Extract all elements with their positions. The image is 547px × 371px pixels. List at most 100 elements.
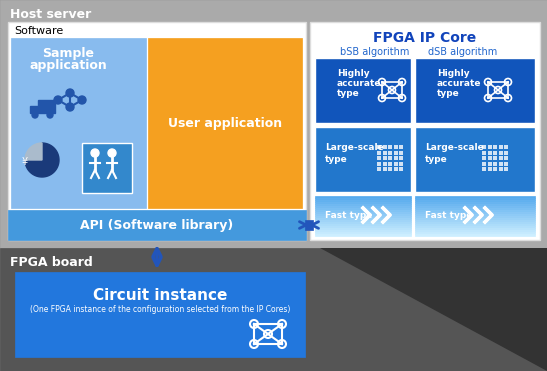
Bar	[415, 127, 535, 192]
Bar	[377, 167, 381, 171]
Bar	[415, 226, 535, 228]
Bar	[388, 151, 392, 154]
Bar	[388, 161, 392, 165]
Bar	[377, 161, 381, 165]
Bar	[399, 167, 403, 171]
Bar	[487, 151, 492, 154]
Bar	[504, 151, 508, 154]
Text: Sample: Sample	[42, 46, 94, 59]
Bar	[315, 200, 411, 202]
Text: API (Software library): API (Software library)	[80, 219, 234, 232]
Bar	[377, 145, 381, 149]
Bar	[11, 38, 146, 208]
Bar	[315, 127, 411, 192]
Text: ¥: ¥	[22, 157, 28, 167]
Bar	[415, 204, 535, 206]
Bar	[315, 208, 411, 210]
Bar	[498, 145, 503, 149]
Bar	[399, 151, 403, 154]
Bar	[399, 161, 403, 165]
Polygon shape	[25, 143, 59, 177]
Bar	[377, 151, 381, 154]
Bar	[493, 167, 497, 171]
Bar	[498, 161, 503, 165]
Text: dSB algorithm: dSB algorithm	[428, 47, 498, 57]
Bar	[393, 145, 398, 149]
Bar	[315, 216, 411, 218]
Bar	[315, 212, 411, 214]
Bar	[493, 156, 497, 160]
Bar	[415, 222, 535, 224]
Bar	[315, 234, 411, 236]
Bar	[493, 161, 497, 165]
Text: Circuit instance: Circuit instance	[93, 288, 227, 302]
Bar	[315, 204, 411, 206]
Circle shape	[66, 89, 74, 97]
Bar	[315, 222, 411, 224]
Bar	[415, 58, 535, 123]
Circle shape	[91, 149, 99, 157]
Bar	[498, 151, 503, 154]
Text: (One FPGA instance of the configuration selected from the IP Cores): (One FPGA instance of the configuration …	[30, 305, 290, 315]
Bar	[399, 145, 403, 149]
Bar	[415, 200, 535, 202]
Bar	[315, 232, 411, 234]
Bar	[415, 220, 535, 222]
Bar	[482, 151, 486, 154]
Text: application: application	[29, 59, 107, 72]
Bar	[487, 161, 492, 165]
Bar	[415, 202, 535, 204]
Bar	[493, 145, 497, 149]
Bar	[315, 218, 411, 220]
Text: bSB algorithm: bSB algorithm	[340, 47, 410, 57]
Bar	[382, 145, 387, 149]
Bar	[482, 145, 486, 149]
Circle shape	[32, 112, 38, 118]
Polygon shape	[320, 248, 547, 371]
Bar	[393, 156, 398, 160]
Bar	[315, 58, 411, 123]
Text: Highly: Highly	[337, 69, 370, 78]
Bar	[415, 234, 535, 236]
Bar	[415, 228, 535, 230]
Text: Host server: Host server	[10, 7, 91, 20]
Bar	[315, 206, 411, 208]
Text: Large-scale: Large-scale	[425, 142, 484, 151]
Bar	[415, 206, 535, 208]
Bar	[415, 196, 535, 198]
Bar	[498, 156, 503, 160]
Text: Fast type: Fast type	[425, 210, 473, 220]
Bar	[305, 220, 313, 230]
Bar	[148, 38, 302, 208]
Bar	[388, 156, 392, 160]
Text: FPGA board: FPGA board	[10, 256, 93, 269]
Bar	[504, 161, 508, 165]
Bar	[382, 161, 387, 165]
Text: Software: Software	[14, 26, 63, 36]
Text: type: type	[325, 154, 348, 164]
Bar	[310, 22, 540, 240]
Polygon shape	[30, 100, 55, 113]
Text: FPGA IP Core: FPGA IP Core	[374, 31, 476, 45]
Bar	[82, 143, 132, 193]
Bar	[415, 210, 535, 212]
Bar	[8, 22, 306, 240]
Text: Large-scale: Large-scale	[325, 142, 384, 151]
Circle shape	[78, 96, 86, 104]
Bar	[504, 145, 508, 149]
Bar	[315, 230, 411, 232]
Bar	[415, 198, 535, 200]
Text: User application: User application	[168, 116, 282, 129]
Text: type: type	[337, 89, 360, 98]
Text: type: type	[425, 154, 448, 164]
Bar	[415, 208, 535, 210]
Bar	[382, 151, 387, 154]
Bar	[415, 230, 535, 232]
Bar	[415, 232, 535, 234]
Bar	[315, 228, 411, 230]
Bar	[0, 248, 547, 371]
Bar	[415, 218, 535, 220]
Bar	[393, 151, 398, 154]
Circle shape	[47, 112, 53, 118]
Bar	[504, 167, 508, 171]
